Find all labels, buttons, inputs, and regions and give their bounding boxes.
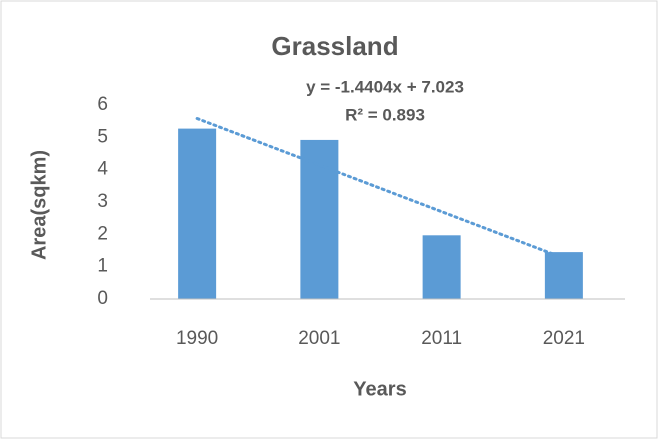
y-tick-label: 6 xyxy=(97,94,108,115)
x-tick-label: 2011 xyxy=(421,328,462,349)
bar xyxy=(300,139,339,299)
trendline-r2: R² = 0.893 xyxy=(345,105,425,124)
trendline-equation: y = -1.4404x + 7.023 xyxy=(306,77,464,96)
x-tick-label: 1990 xyxy=(176,328,218,349)
y-tick-label: 1 xyxy=(97,256,108,277)
x-tick-label: 2021 xyxy=(543,328,585,349)
bar xyxy=(422,235,461,299)
y-tick-label: 2 xyxy=(97,223,108,244)
y-axis-label: Area(sqkm) xyxy=(28,150,50,260)
y-tick-label: 5 xyxy=(97,126,108,147)
bar xyxy=(178,128,217,299)
trendline xyxy=(195,116,566,260)
x-tick-label: 2001 xyxy=(298,328,340,349)
chart-title: Grassland xyxy=(271,31,398,61)
y-tick-label: 3 xyxy=(97,191,108,212)
y-tick-label: 4 xyxy=(97,159,108,180)
bar xyxy=(544,252,583,299)
y-tick-label: 0 xyxy=(97,288,108,309)
x-axis-label: Years xyxy=(353,378,406,400)
